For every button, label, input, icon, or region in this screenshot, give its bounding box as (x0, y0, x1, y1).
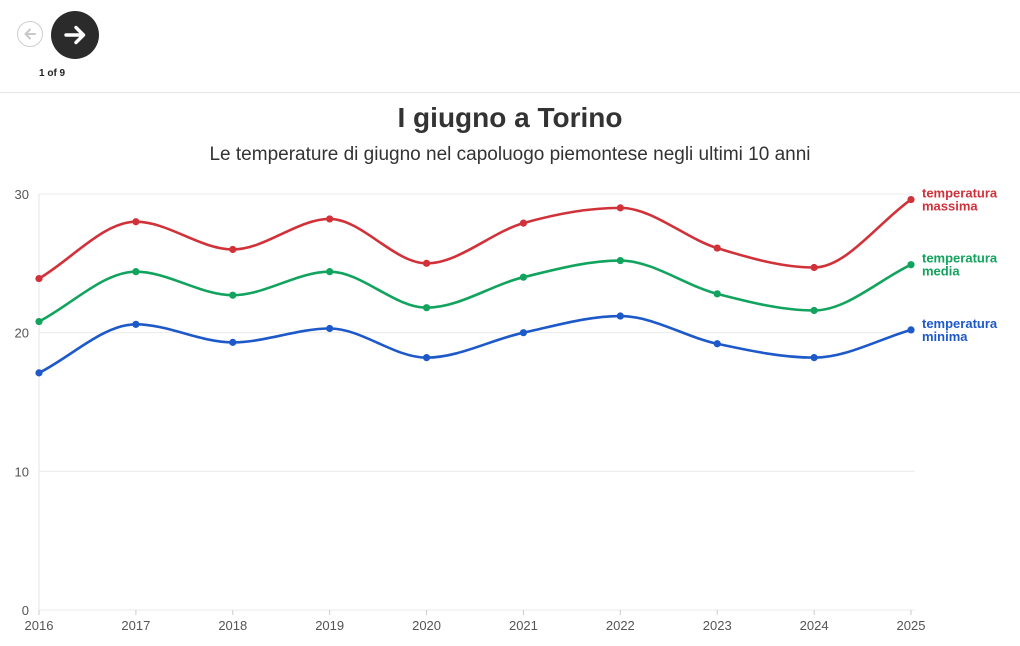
x-tick-label: 2018 (218, 618, 247, 633)
x-tick-label: 2016 (25, 618, 54, 633)
data-point (422, 304, 431, 312)
data-point (422, 259, 431, 267)
data-point (519, 273, 528, 281)
series-label: temperatura (922, 186, 998, 201)
y-tick-label: 30 (15, 187, 29, 202)
x-tick-label: 2025 (897, 618, 926, 633)
x-tick-label: 2020 (412, 618, 441, 633)
data-point (907, 261, 915, 269)
y-tick-label: 20 (15, 326, 29, 341)
data-point (132, 268, 140, 276)
data-point (616, 204, 624, 212)
data-point (326, 268, 334, 276)
data-point (810, 263, 818, 272)
series-label: massima (922, 199, 978, 214)
data-point (326, 215, 334, 223)
arrow-right-icon (64, 25, 86, 45)
data-point (132, 218, 140, 226)
arrow-left-icon (24, 28, 36, 40)
data-point (907, 195, 915, 204)
x-tick-label: 2017 (121, 618, 150, 633)
series-label: temperatura (922, 316, 998, 331)
data-point (35, 369, 43, 377)
x-tick-label: 2022 (606, 618, 635, 633)
series-line (38, 259, 912, 323)
data-point (132, 320, 140, 328)
series-label: temperatura (922, 251, 998, 266)
data-point (810, 354, 818, 362)
series-line (38, 198, 912, 280)
data-point (810, 306, 818, 315)
x-tick-label: 2023 (703, 618, 732, 633)
y-tick-label: 0 (22, 603, 29, 618)
x-tick-label: 2024 (800, 618, 829, 633)
data-point (229, 291, 237, 299)
slide-counter: 1 of 9 (39, 68, 66, 79)
data-point (713, 290, 721, 298)
data-point (519, 329, 528, 337)
data-point (907, 326, 915, 334)
series-label: media (922, 264, 960, 279)
data-point (616, 312, 624, 320)
previous-slide-button[interactable] (17, 21, 43, 47)
data-point (326, 324, 334, 333)
data-point (422, 354, 431, 362)
x-tick-label: 2021 (509, 618, 538, 633)
data-point (35, 317, 43, 326)
data-point (229, 245, 237, 254)
series-label: minima (922, 329, 968, 344)
y-tick-label: 10 (15, 464, 29, 479)
next-slide-button[interactable] (51, 11, 99, 59)
data-point (713, 244, 721, 252)
data-point (616, 256, 624, 265)
header-divider (0, 92, 1020, 93)
data-point (713, 340, 721, 348)
series-line (38, 314, 912, 375)
data-point (519, 219, 528, 227)
data-point (229, 338, 237, 346)
chart-title: I giugno a Torino (397, 102, 623, 133)
x-tick-label: 2019 (315, 618, 344, 633)
data-point (35, 274, 43, 283)
chart-subtitle: Le temperature di giugno nel capoluogo p… (209, 144, 811, 165)
